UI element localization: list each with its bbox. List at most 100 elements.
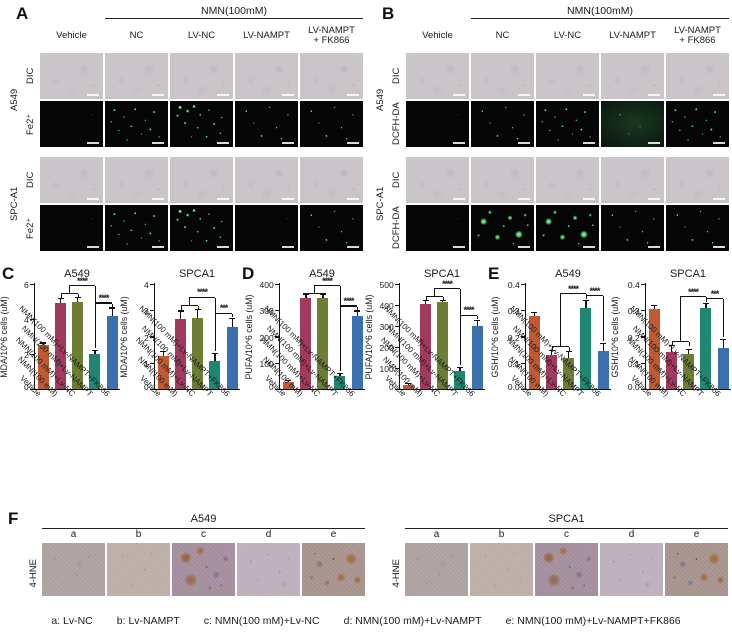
ihc-letter-label: a <box>70 529 77 540</box>
panel-f-caption: a: Lv-NC b: Lv-NAMPT c: NMN(100 mM)+Lv-NC d… <box>0 615 732 627</box>
plot-area: **** **** <box>278 276 365 390</box>
sig-bracket-line <box>680 296 706 298</box>
y-axis-ticks: 0 1 2 3 4 <box>132 280 154 392</box>
stain-type-label: Fe2⁺ <box>25 217 36 239</box>
sig-bracket-line <box>585 294 604 297</box>
y-tick-label: 0 <box>388 382 394 392</box>
micrograph-dic-image <box>406 53 469 99</box>
ihc-stain-image <box>600 543 663 596</box>
sig-bracket-line <box>357 306 359 310</box>
cell-line-label: A549 <box>375 88 386 112</box>
error-bar <box>476 320 478 326</box>
caption-item: e: NMN(100 mM)+Lv-NAMPT+FK866 <box>505 615 681 627</box>
ihc-stain-image <box>107 543 170 596</box>
y-tick-label: 0.0 <box>507 382 520 392</box>
panel-e-label: E <box>488 264 500 283</box>
caption-item: a: Lv-NC <box>51 615 93 627</box>
y-tick-mark <box>274 283 279 285</box>
y-axis-label-text: PUFA/10^6 cells (uM) <box>244 294 254 379</box>
data-bar <box>37 345 49 389</box>
micrograph-fluorescence-image <box>601 205 664 251</box>
error-bar-cap <box>685 348 692 350</box>
y-axis-ticks: 0.0 0.1 0.2 0.3 0.4 <box>503 280 525 392</box>
y-tick-mark <box>29 388 34 390</box>
sig-bracket-line <box>551 346 553 351</box>
error-bar-cap <box>285 380 292 382</box>
data-bar <box>717 348 729 389</box>
ihc-image-row <box>405 543 728 596</box>
treatment-header: NMN(100mM) <box>105 5 363 19</box>
micrograph-fluorescence-image <box>105 101 168 147</box>
plot-area: **** **** <box>524 283 611 390</box>
error-bar-cap <box>600 343 607 345</box>
caption-item: d: NMN(100 mM)+Lv-NAMPT <box>343 615 482 627</box>
error-bar-cap <box>651 304 658 306</box>
ihc-row-label: 4-HNE <box>26 513 42 596</box>
sig-bracket-line <box>214 313 216 352</box>
ihc-row-label-text: 4-HNE <box>28 559 39 588</box>
error-bar <box>705 304 707 308</box>
ihc-stain-image <box>535 543 598 596</box>
x-axis-labels: Vehicle NMN(100 mM) NMN(100 mM)+Lv-NC NMN(1… <box>134 304 240 486</box>
chart-title: SPCA1 <box>423 268 461 280</box>
micrograph-fluorescence-image <box>536 101 599 147</box>
data-bar <box>580 307 592 389</box>
sig-bracket-line <box>680 297 682 342</box>
cell-line-label: SPC-A1 <box>9 186 20 222</box>
y-tick-label: 0.2 <box>627 332 640 343</box>
sig-bracket-line <box>585 296 587 300</box>
error-bar-cap <box>109 307 116 309</box>
data-bar <box>226 327 238 389</box>
panel-b: B NMN(100mM) Vehicle NC LV-NC LV-NAMPT LV-NAM… <box>366 0 732 262</box>
y-tick-label: 0.1 <box>627 358 640 369</box>
y-tick-mark <box>149 310 154 312</box>
panel-a: A NMN(100mM) Vehicle NC LV-NC LV-NAMPT LV-NAM… <box>0 0 366 262</box>
y-tick-label: 2 <box>23 350 29 360</box>
y-tick-label: 2 <box>143 332 149 343</box>
ihc-letter-row: a b c d e <box>42 529 365 543</box>
micrograph-fluorescence-image <box>471 101 534 147</box>
micrograph-fluorescence-image <box>170 205 233 251</box>
data-bar <box>106 315 118 389</box>
y-tick-mark <box>149 283 154 285</box>
sig-stars: **** <box>77 275 88 286</box>
y-tick-label: 200 <box>379 343 394 353</box>
y-axis-label: MDA/10^6 cells (uM) <box>0 283 12 390</box>
y-tick-label: 100 <box>379 364 394 374</box>
data-bar <box>89 354 101 389</box>
micrograph-dic-image <box>601 53 664 99</box>
y-tick-mark <box>149 388 154 390</box>
sig-stars: **** <box>197 287 208 298</box>
ihc-stain-image <box>42 543 105 596</box>
micrograph-dic-image <box>235 157 298 203</box>
column-header: LV-NAMPT <box>609 29 656 41</box>
sig-bracket-line <box>69 286 71 295</box>
chart-pufa-spca1: SPCA1 PUFA/10^6 cells (uM) 0 100 200 300 400 50… <box>364 268 485 486</box>
sig-bracket-line <box>339 305 358 307</box>
stain-type-label: DIC <box>25 171 36 189</box>
chart-body: PUFA/10^6 cells (uM) 0 100 200 300 400 500 ****… <box>364 279 485 392</box>
y-axis-ticks: 0 100 200 300 400 <box>257 280 279 392</box>
y-tick-mark <box>394 388 399 390</box>
y-axis-label-text: MDA/10^6 cells (uM) <box>0 295 9 378</box>
micrograph-fluorescence-image <box>235 205 298 251</box>
sig-bracket-line <box>723 299 725 338</box>
micrograph-fluorescence-image <box>666 101 729 147</box>
ihc-letter-label: b <box>135 529 142 540</box>
sig-bracket-line <box>314 286 316 294</box>
column-header: NC <box>129 29 144 41</box>
data-bar <box>72 301 84 389</box>
data-bar <box>648 308 660 389</box>
error-bar-cap <box>177 310 184 312</box>
error-bar-cap <box>456 366 463 368</box>
sig-bracket-line <box>197 305 199 310</box>
micrograph-fluorescence-image <box>536 205 599 251</box>
y-axis-label: GSH/10^6 cells (uM) <box>610 283 623 390</box>
ihc-group-title: A549 <box>42 513 365 529</box>
error-bar <box>42 343 44 346</box>
cell-line-label: A549 <box>9 88 20 112</box>
x-axis-labels: Vehicle NMN(100 mM) NMN(100 mM)+Lv-NC NMN(1… <box>625 304 731 486</box>
y-tick-label: 100 <box>259 358 274 369</box>
sig-bracket-line <box>180 305 182 310</box>
y-tick-mark <box>640 310 645 312</box>
